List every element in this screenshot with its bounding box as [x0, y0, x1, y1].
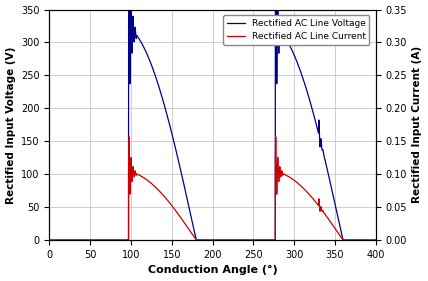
Y-axis label: Rectified Input Current (A): Rectified Input Current (A) [413, 46, 422, 203]
X-axis label: Conduction Angle (°): Conduction Angle (°) [148, 265, 277, 275]
Y-axis label: Rectified Input Voltage (V): Rectified Input Voltage (V) [6, 46, 15, 203]
Rectified AC Line Voltage [64, 238, 69, 242]
Rectified AC Line Current [47, 238, 52, 242]
Line: Rectified AC Line Current: Rectified AC Line Current [50, 137, 375, 240]
Rectified AC Line Current [245, 238, 250, 242]
Rectified AC Line Current [131, 174, 137, 177]
Rectified AC Line Voltage [47, 238, 52, 242]
Rectified AC Line Current [219, 238, 224, 242]
Legend: Rectified AC Line Voltage, Rectified AC Line Current: Rectified AC Line Voltage, Rectified AC … [223, 15, 369, 45]
Rectified AC Line Voltage [95, 238, 101, 242]
Rectified AC Line Voltage [219, 238, 224, 242]
Rectified AC Line Current [126, 135, 131, 139]
Rectified AC Line Voltage [131, 37, 137, 40]
Rectified AC Line Current [95, 238, 101, 242]
Rectified AC Line Current [373, 238, 378, 242]
Line: Rectified AC Line Voltage: Rectified AC Line Voltage [50, 0, 375, 240]
Rectified AC Line Voltage [373, 238, 378, 242]
Rectified AC Line Voltage [214, 238, 219, 242]
Rectified AC Line Voltage [245, 238, 250, 242]
Rectified AC Line Current [214, 238, 219, 242]
Rectified AC Line Current [64, 238, 69, 242]
